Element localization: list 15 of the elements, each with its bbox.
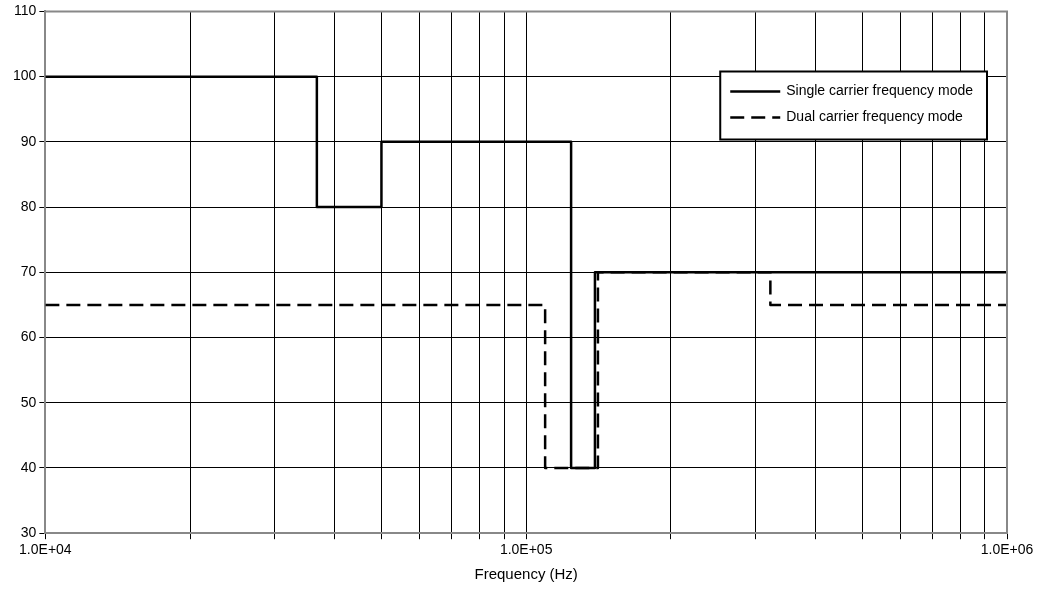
x-tick-label: 1.0E+04	[19, 541, 72, 558]
y-tick-label: 80	[20, 197, 37, 214]
x-axis-title: Frequency (Hz)	[474, 565, 578, 583]
y-tick-label: 110	[14, 2, 37, 19]
legend-label: Dual carrier frequency mode	[786, 108, 964, 125]
legend-label: Single carrier frequency mode	[786, 82, 974, 99]
x-tick-label: 1.0E+06	[980, 541, 1034, 558]
y-tick-label: 90	[20, 132, 37, 149]
y-tick-label: 100	[13, 67, 37, 84]
y-tick-label: 60	[20, 328, 37, 345]
y-tick-label: 30	[20, 524, 37, 541]
y-tick-label: 40	[20, 458, 37, 475]
x-tick-label: 1.0E+05	[499, 541, 553, 558]
y-tick-label: 70	[20, 263, 37, 280]
y-tick-label: 50	[20, 393, 37, 410]
